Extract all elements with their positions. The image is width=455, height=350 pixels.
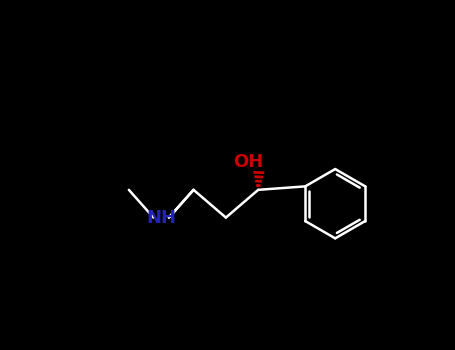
- Text: OH: OH: [233, 153, 263, 171]
- Text: NH: NH: [146, 209, 176, 226]
